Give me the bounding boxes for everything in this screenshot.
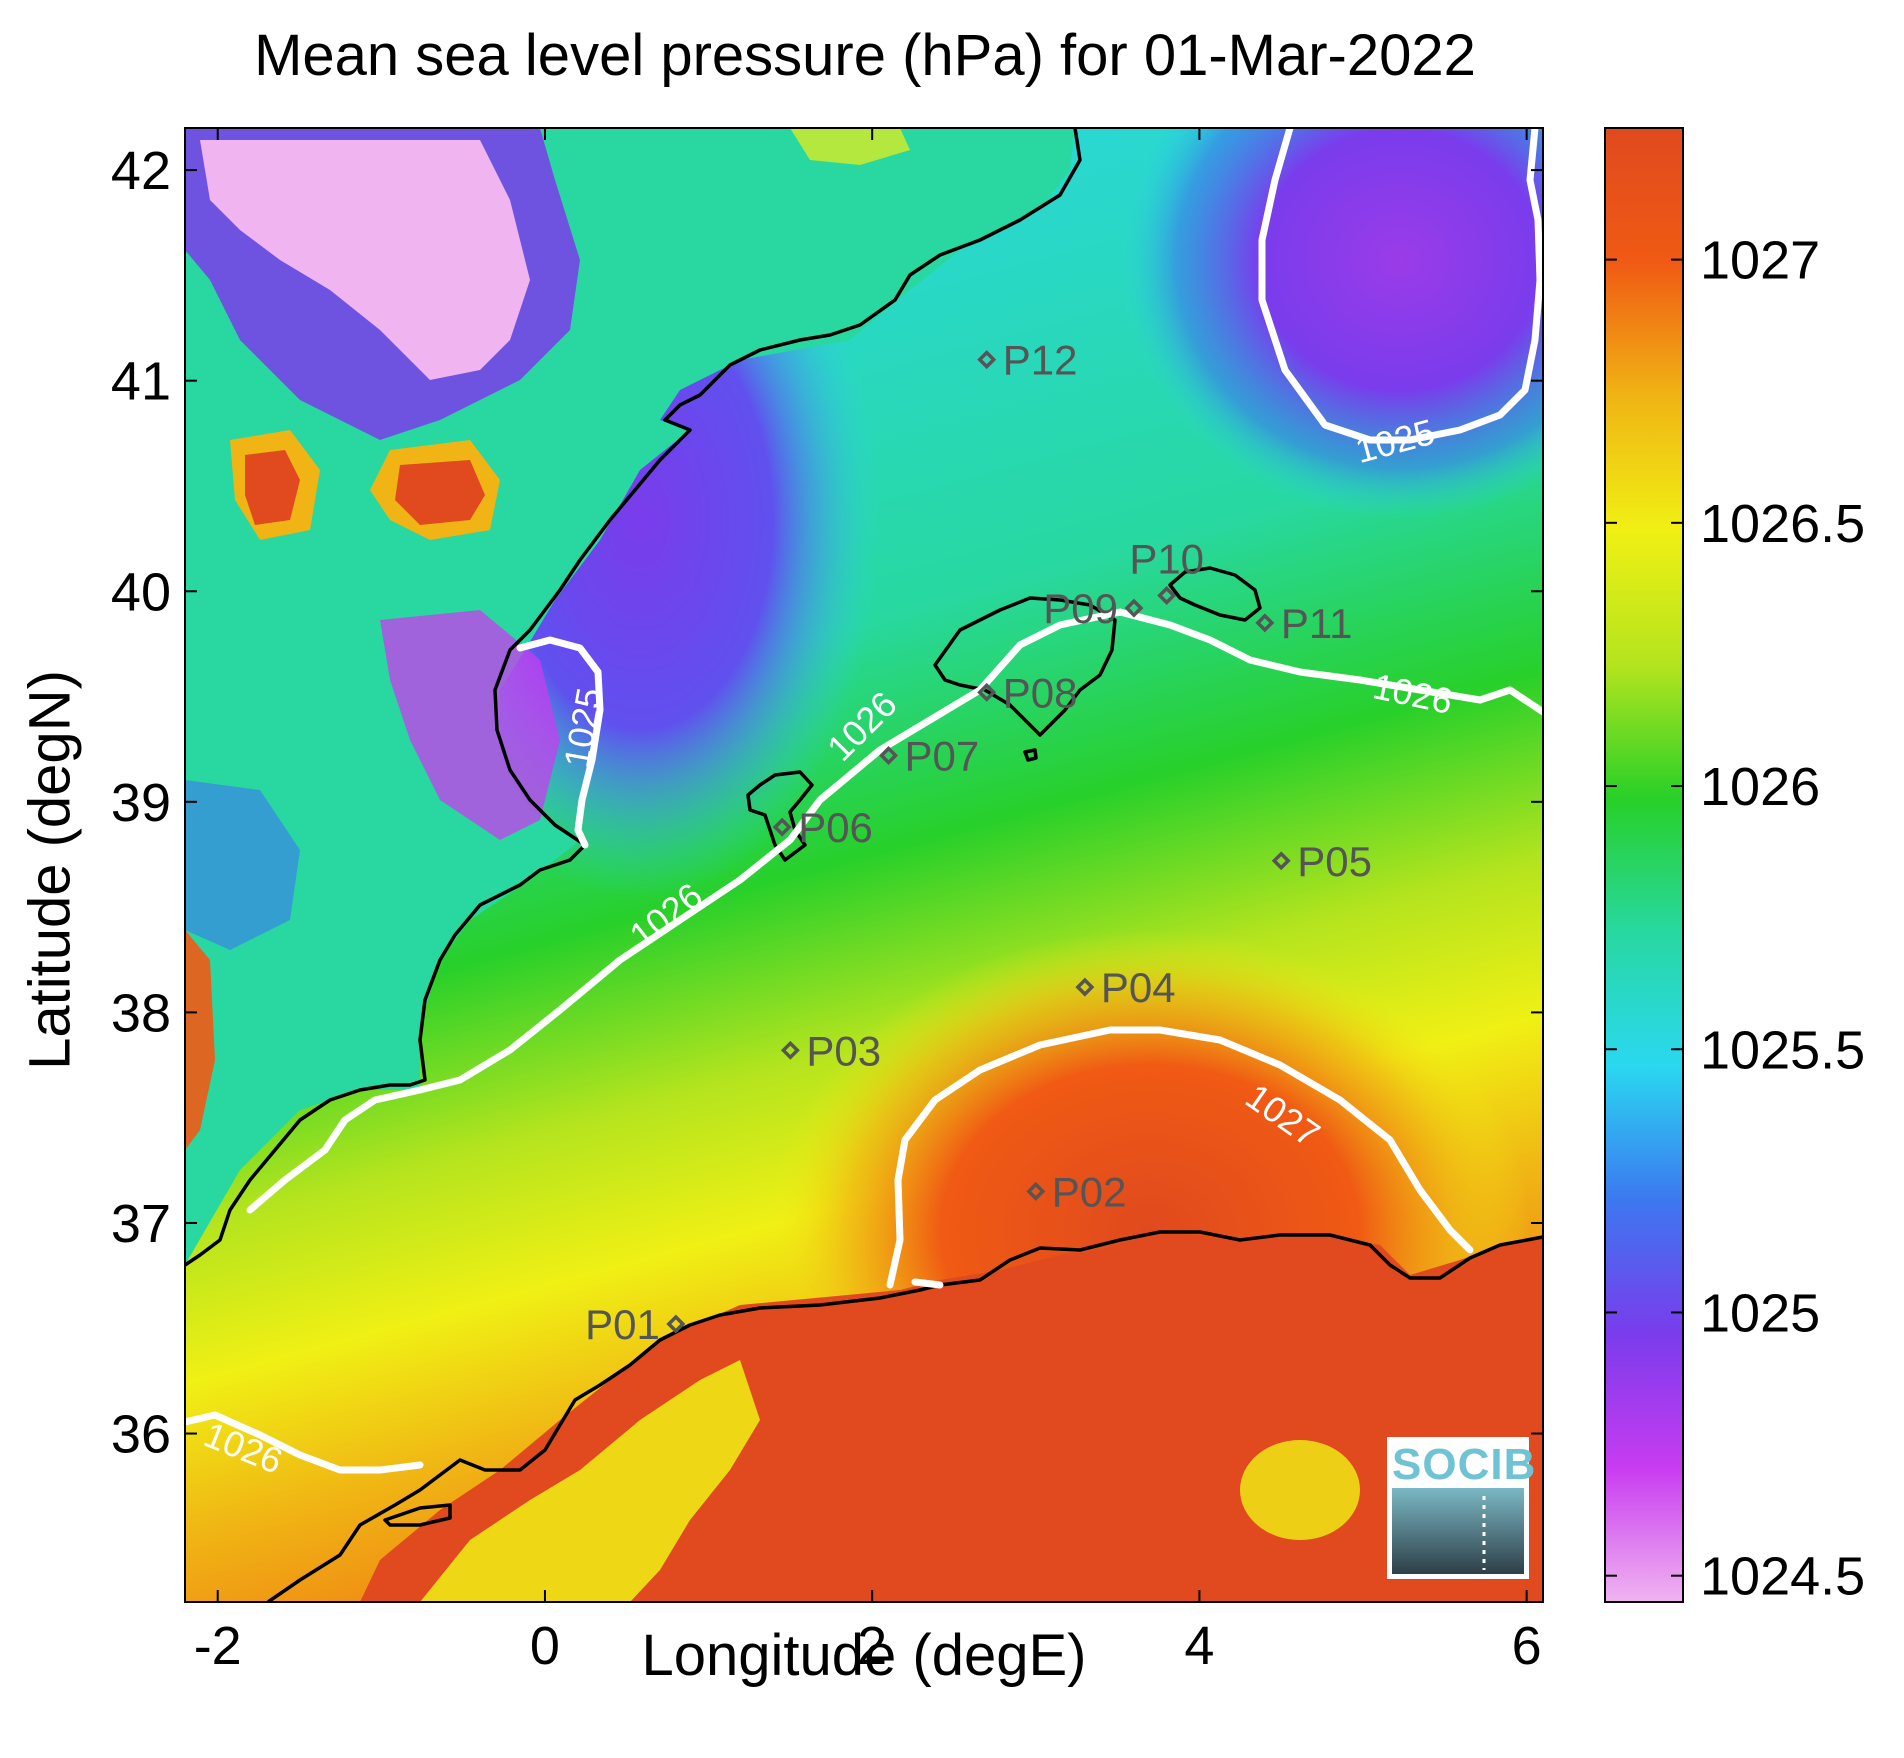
coastline <box>185 128 1543 1602</box>
station-marker <box>666 1314 686 1334</box>
y-tick-label: 42 <box>111 141 171 201</box>
station-marker <box>977 350 997 370</box>
colorbar <box>1604 127 1684 1603</box>
colorbar-tick-label: 1026 <box>1700 757 1820 817</box>
station-marker <box>977 682 997 702</box>
station-label: P08 <box>1003 669 1078 716</box>
station-marker <box>780 1040 800 1060</box>
isobars <box>185 128 1543 1474</box>
station-marker <box>1271 851 1291 871</box>
y-tick-label: 37 <box>111 1194 171 1254</box>
x-tick-label: 2 <box>857 1616 887 1676</box>
axis-ticks: -2 0 2 4 6 36 37 38 39 40 41 42 <box>111 128 1543 1676</box>
x-tick-label: 0 <box>530 1616 560 1676</box>
colorbar-tick-label: 1027 <box>1700 231 1820 291</box>
station-label: P03 <box>806 1027 881 1074</box>
station-label: P11 <box>1281 600 1353 647</box>
x-tick-label: -2 <box>194 1616 242 1676</box>
station-marker <box>1124 598 1144 618</box>
x-tick-label: 6 <box>1512 1616 1542 1676</box>
map-frame <box>184 127 1544 1603</box>
station-marker <box>772 817 792 837</box>
y-tick-label: 39 <box>111 773 171 833</box>
y-tick-label: 40 <box>111 562 171 622</box>
figure-title: Mean sea level pressure (hPa) for 01-Mar… <box>254 23 1476 88</box>
colorbar-ticks: 1024.5 1025 1025.5 1026 1026.5 1027 <box>1605 231 1865 1607</box>
station-label: P04 <box>1101 964 1176 1011</box>
station-marker <box>1026 1181 1046 1201</box>
station-label: P09 <box>1043 585 1118 632</box>
station-label: P10 <box>1129 535 1204 582</box>
y-tick-label: 38 <box>111 983 171 1043</box>
station-marker <box>879 746 899 765</box>
y-tick-label: 41 <box>111 352 171 412</box>
station-label: P07 <box>905 733 980 780</box>
colorbar-tick-label: 1024.5 <box>1700 1547 1865 1607</box>
station-marker <box>1255 613 1275 633</box>
station-label: P05 <box>1297 838 1372 885</box>
station-label: P02 <box>1052 1168 1127 1215</box>
colorbar-tick-label: 1025.5 <box>1700 1020 1865 1080</box>
station-label: P01 <box>585 1301 660 1348</box>
colorbar-tick-label: 1026.5 <box>1700 494 1865 554</box>
station-marker <box>1157 585 1177 605</box>
y-tick-label: 36 <box>111 1405 171 1465</box>
colorbar-tick-label: 1025 <box>1700 1283 1820 1343</box>
station-marker <box>1075 977 1095 997</box>
socib-logo-text: SOCIB <box>1392 1440 1537 1489</box>
x-tick-label: 4 <box>1184 1616 1214 1676</box>
station-label: P12 <box>1003 337 1078 384</box>
socib-logo <box>1387 1437 1529 1579</box>
y-axis-label: Latitude (degN) <box>17 670 83 1070</box>
x-axis-label: Longitude (degE) <box>641 1623 1087 1688</box>
station-label: P06 <box>798 804 873 851</box>
